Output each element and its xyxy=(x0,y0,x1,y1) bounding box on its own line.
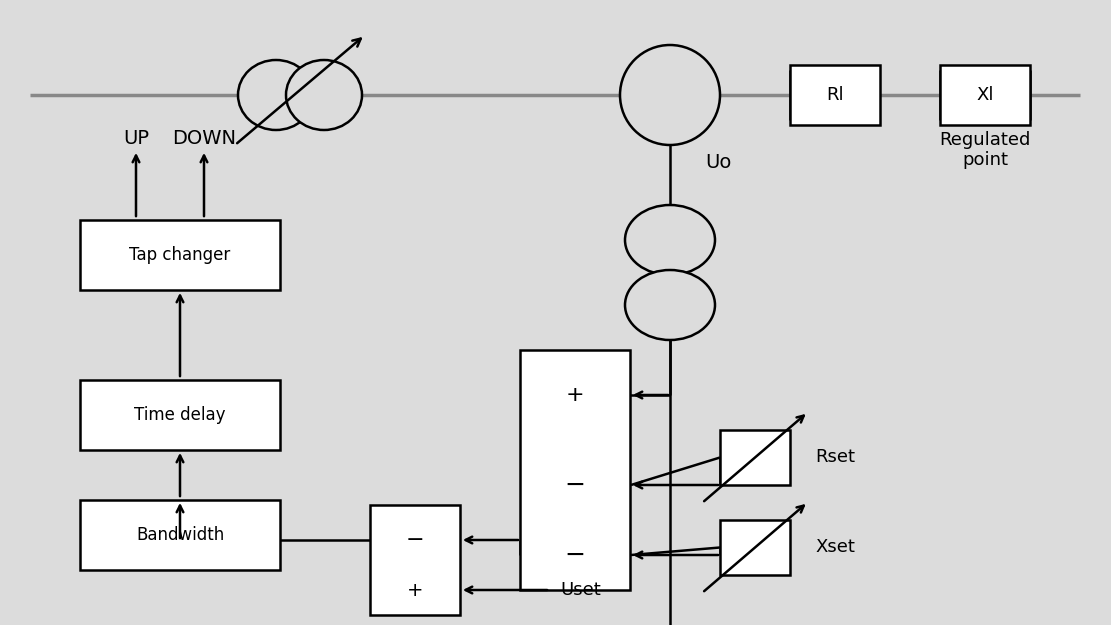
Text: +: + xyxy=(407,581,423,599)
Text: Time delay: Time delay xyxy=(134,406,226,424)
Text: Uset: Uset xyxy=(560,581,601,599)
Text: Tap changer: Tap changer xyxy=(129,246,231,264)
Bar xyxy=(80,500,280,570)
Text: −: − xyxy=(564,473,585,497)
Text: Xl: Xl xyxy=(977,86,993,104)
Bar xyxy=(790,65,880,125)
Bar xyxy=(720,430,790,485)
Text: Xset: Xset xyxy=(815,539,854,556)
Ellipse shape xyxy=(625,205,715,275)
Text: DOWN: DOWN xyxy=(172,129,236,148)
Text: −: − xyxy=(406,530,424,550)
Text: +: + xyxy=(565,385,584,405)
Bar xyxy=(940,65,1030,125)
Ellipse shape xyxy=(625,270,715,340)
Bar xyxy=(80,220,280,290)
Bar xyxy=(80,380,280,450)
Text: Uo: Uo xyxy=(705,154,731,173)
Ellipse shape xyxy=(238,60,314,130)
Bar xyxy=(370,505,460,615)
Circle shape xyxy=(620,45,720,145)
Bar xyxy=(720,520,790,575)
Text: Rset: Rset xyxy=(815,449,855,466)
Ellipse shape xyxy=(286,60,362,130)
Text: −: − xyxy=(564,543,585,567)
Text: Bandwidth: Bandwidth xyxy=(136,526,224,544)
Text: UP: UP xyxy=(123,129,149,148)
Text: Rl: Rl xyxy=(827,86,844,104)
Bar xyxy=(520,350,630,590)
Text: Regulated
point: Regulated point xyxy=(939,131,1031,169)
